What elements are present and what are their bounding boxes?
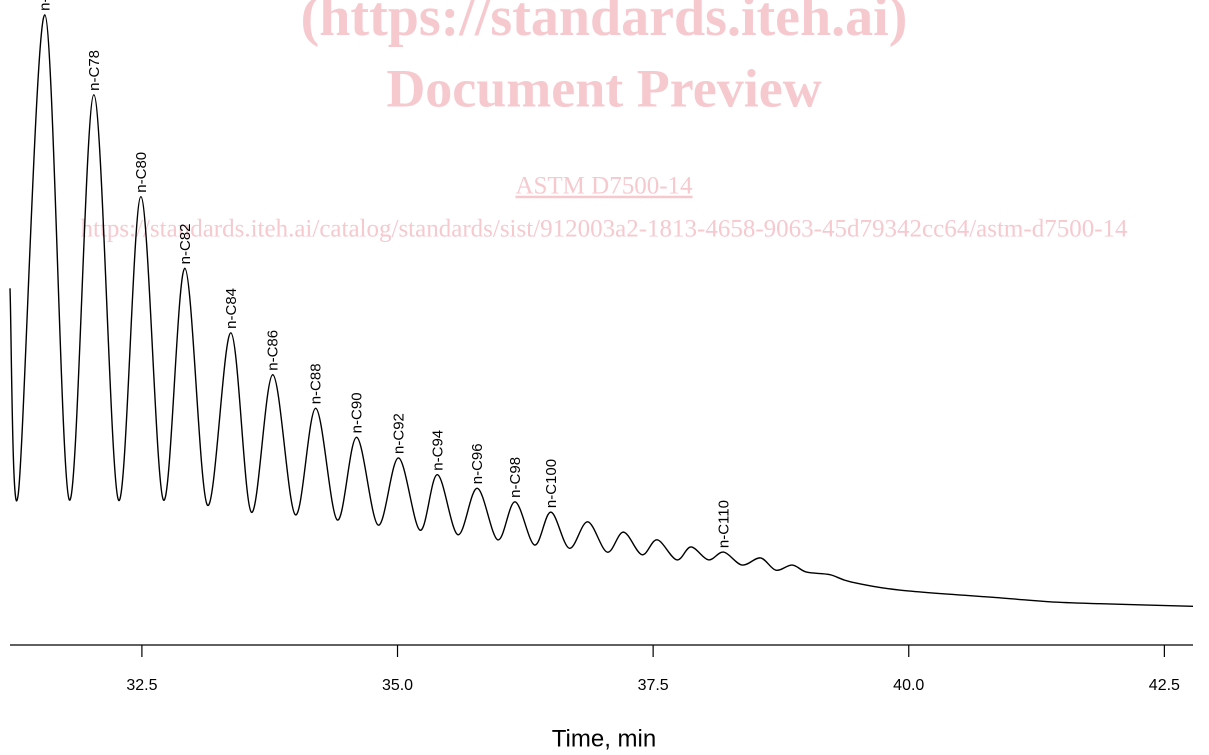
x-tick-label: 42.5 (1149, 677, 1180, 694)
x-tick-label: 35.0 (382, 677, 413, 694)
peak-label: n-C86 (265, 330, 282, 371)
peak-label: n-C98 (507, 457, 524, 498)
peak-label: n-C100 (543, 459, 560, 508)
x-axis-title: Time, min (552, 725, 656, 752)
x-tick-label: 37.5 (638, 677, 669, 694)
peak-label: n-C90 (349, 392, 366, 433)
x-tick-label: 40.0 (893, 677, 924, 694)
watermark: (https://standards.iteh.ai) Document Pre… (80, 0, 1128, 243)
peak-label: n-C92 (391, 413, 408, 454)
peak-label: n-C84 (223, 288, 240, 329)
peak-label: n-C82 (177, 223, 194, 264)
trace-line (9, 14, 1194, 607)
watermark-text: (https://standards.iteh.ai) (301, 0, 908, 48)
peak-label: n-C110 (716, 500, 733, 548)
watermark-link[interactable]: https://standards.iteh.ai/catalog/standa… (80, 216, 1128, 243)
watermark-link[interactable]: ASTM D7500-14 (515, 173, 693, 200)
peak-label: n-C78 (86, 50, 103, 91)
peak-label: n-C96 (469, 443, 486, 484)
peak-label: n-C80 (133, 152, 150, 193)
x-tick-label: 32.5 (126, 677, 157, 694)
peak-label: n-C76 (37, 0, 54, 11)
watermark-text: Document Preview (386, 58, 821, 118)
peak-label: n-C88 (308, 363, 325, 404)
peak-label: n-C94 (429, 430, 446, 471)
